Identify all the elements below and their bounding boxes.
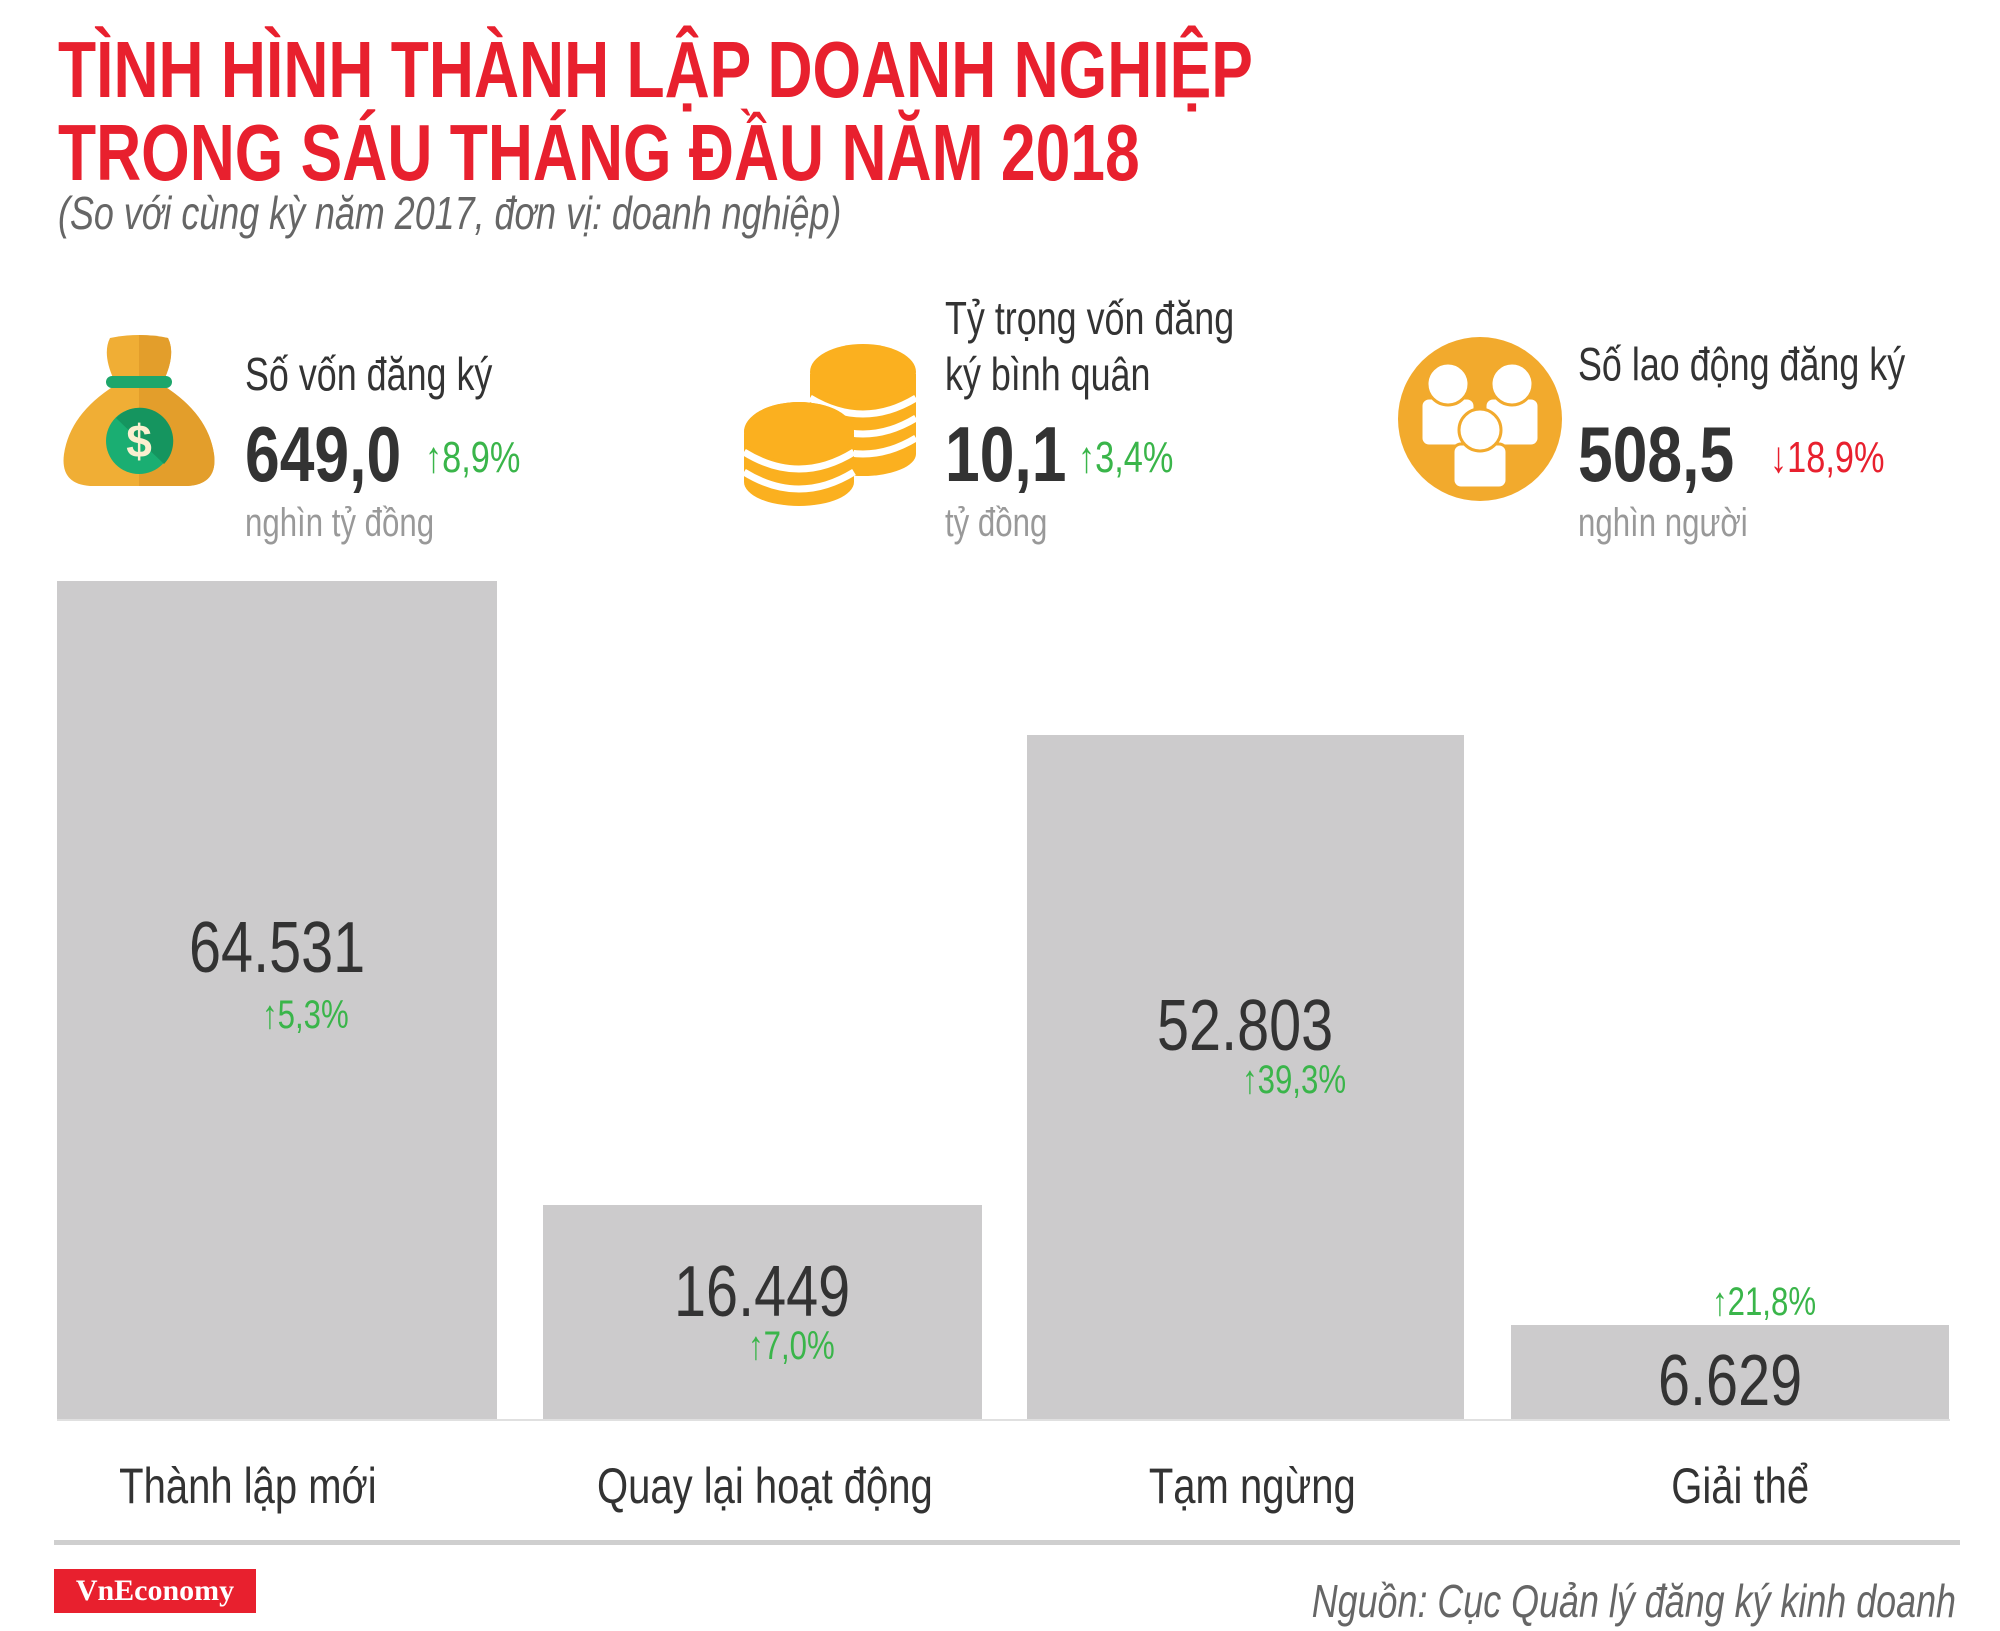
coins-stack-icon [742,338,922,508]
category-label: Quay lại hoạt động [597,1458,933,1514]
arrow-up-icon: ↑ [1078,433,1096,482]
vneconomy-logo: VnEconomy [54,1569,256,1613]
bar-tam-ngung [1027,735,1464,1419]
stat-unit: nghìn người [1578,501,1748,545]
arrow-up-icon: ↑ [1242,1058,1258,1102]
bar-value: 16.449 [674,1252,851,1332]
stat-avg-capital: Tỷ trọng vốn đăng ký bình quân [945,290,1316,402]
stat-value: 10,1 [945,410,1067,498]
category-label: Giải thể [1671,1458,1809,1514]
arrow-up-icon: ↑ [262,993,278,1037]
svg-text:$: $ [126,415,152,467]
stat-label: Số lao động đăng ký [1578,338,1906,390]
page-title-line2: TRONG SÁU THÁNG ĐẦU NĂM 2018 [58,108,1140,197]
stat-label: Số vốn đăng ký [245,348,493,400]
stat-unit: nghìn tỷ đồng [245,501,435,545]
page-subtitle: (So với cùng kỳ năm 2017, đơn vị: doanh … [58,187,842,239]
source-note: Nguồn: Cục Quản lý đăng ký kinh doanh [1311,1575,1956,1627]
page-title-line1: TÌNH HÌNH THÀNH LẬP DOANH NGHIỆP [58,25,1253,114]
stat-change: ↑8,9% [425,433,521,482]
bar-thanh-lap-moi [57,581,497,1419]
money-bag-icon: $ [60,334,218,488]
stat-registered-labor-value-row: 508,5 [1578,414,1773,494]
bar-change: ↑21,8% [1712,1280,1817,1324]
stat-value: 508,5 [1578,410,1735,498]
stat-label-line2: ký bình quân [945,348,1151,400]
bar-change: ↑7,0% [748,1324,835,1368]
stat-registered-labor: Số lao động đăng ký [1578,336,1997,392]
people-group-icon [1397,336,1563,502]
stat-unit: tỷ đồng [945,501,1048,545]
stat-value: 649,0 [245,410,402,498]
stat-avg-capital-value-row: 10,1 [945,414,1097,494]
arrow-up-icon: ↑ [1712,1280,1728,1324]
stat-change: ↑3,4% [1078,433,1174,482]
arrow-up-icon: ↑ [425,433,443,482]
footer-divider [54,1540,1960,1545]
bar-value: 6.629 [1657,1341,1803,1421]
stat-change: ↓18,9% [1770,433,1885,482]
bar-change: ↑39,3% [1242,1058,1347,1102]
category-label: Tạm ngừng [1148,1458,1356,1514]
x-axis-line [57,1419,1950,1421]
bar-quay-lai-hoat-dong [543,1205,982,1419]
bar-value: 52.803 [1157,986,1334,1066]
bar-change: ↑5,3% [262,993,349,1037]
arrow-up-icon: ↑ [748,1324,764,1368]
bar-giai-the [1511,1325,1949,1419]
bar-value: 64.531 [188,908,366,988]
arrow-down-icon: ↓ [1770,433,1788,482]
category-label: Thành lập mới [119,1458,377,1514]
stat-registered-capital: Số vốn đăng ký [245,346,562,402]
stat-label: Tỷ trọng vốn đăng [945,292,1235,344]
stat-registered-capital-value-row: 649,0 [245,414,440,494]
